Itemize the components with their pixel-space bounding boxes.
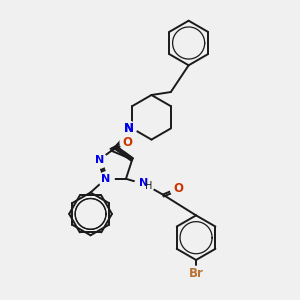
Text: N: N: [139, 178, 148, 188]
Text: Br: Br: [189, 267, 203, 280]
Text: O: O: [173, 182, 183, 194]
Text: H: H: [145, 181, 152, 190]
Text: N: N: [101, 174, 110, 184]
Text: N: N: [95, 154, 104, 164]
Text: N: N: [124, 122, 134, 135]
Text: O: O: [123, 136, 133, 149]
Text: N: N: [124, 122, 134, 135]
